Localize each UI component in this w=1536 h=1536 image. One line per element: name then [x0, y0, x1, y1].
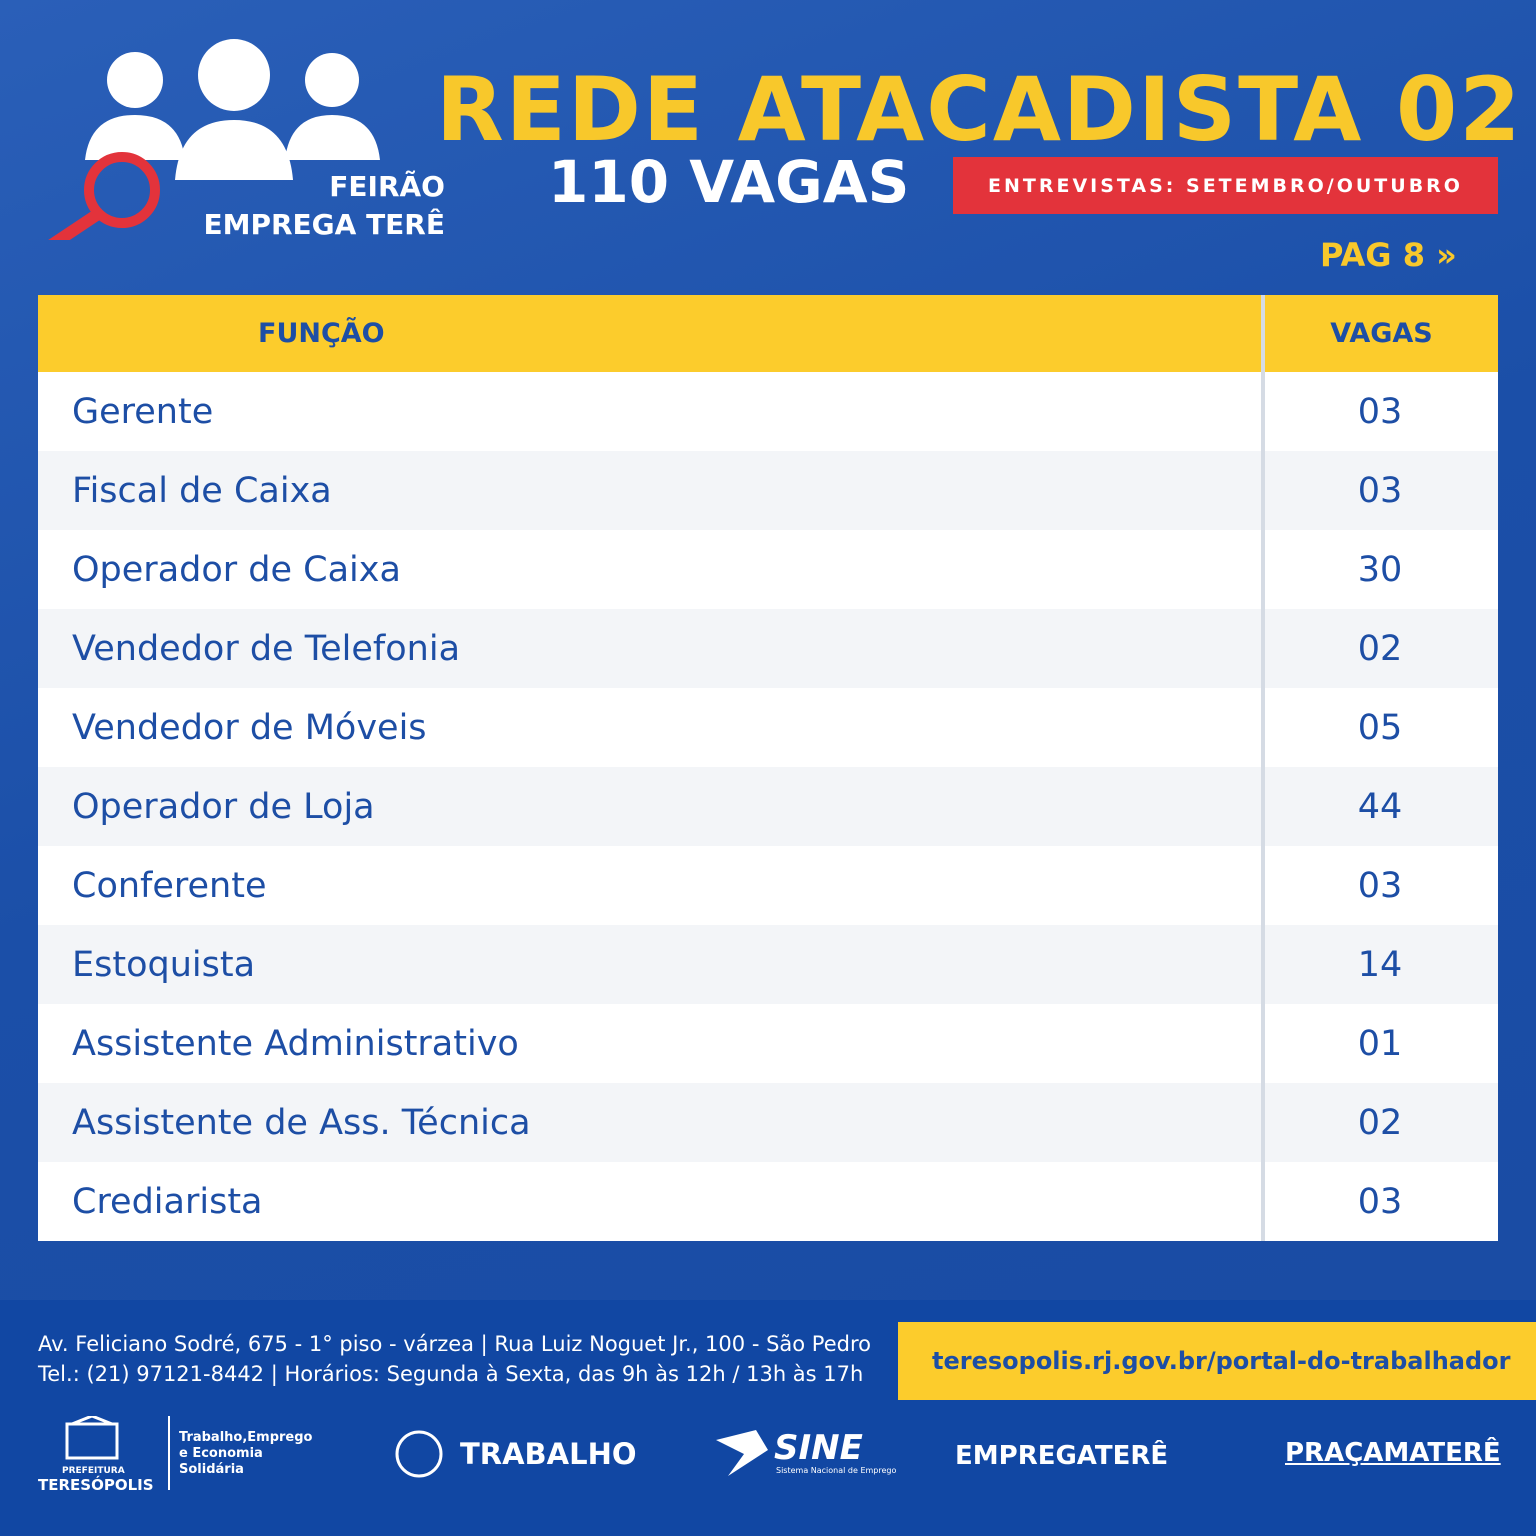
function-cell: Operador de Loja [72, 786, 375, 827]
table-row: Operador de Loja 44 [38, 767, 1498, 846]
function-cell: Conferente [72, 865, 267, 906]
vacancies-cell: 03 [1357, 470, 1403, 511]
vacancies-cell: 03 [1357, 391, 1403, 432]
logo-text: SINE [774, 1428, 863, 1468]
table-row: Conferente 03 [38, 846, 1498, 925]
vacancies-cell: 02 [1357, 1102, 1403, 1143]
function-cell: Operador de Caixa [72, 549, 401, 590]
table-row: Vendedor de Telefonia 02 [38, 609, 1498, 688]
function-cell: Crediarista [72, 1181, 263, 1222]
logo-text: TRABALHO [460, 1437, 637, 1471]
vacancies-cell: 05 [1357, 707, 1403, 748]
table-row: Assistente Administrativo 01 [38, 1004, 1498, 1083]
title: REDE ATACADISTA 02 [436, 58, 1523, 161]
logo-text: Trabalho,Emprego e Economia Solidária [179, 1430, 313, 1477]
sine-icon [716, 1430, 768, 1476]
logo-text: Sistema Nacional de Emprego [776, 1466, 897, 1475]
table-row: Vendedor de Móveis 05 [38, 688, 1498, 767]
address: Tel.: (21) 97121-8442 | Horários: Segund… [38, 1362, 864, 1386]
column-header: VAGAS [1265, 295, 1498, 372]
vacancies-cell: 02 [1357, 628, 1403, 669]
vacancies-cell: 01 [1357, 1023, 1403, 1064]
function-cell: Vendedor de Telefonia [72, 628, 461, 669]
subtitle: 110 VAGAS [548, 148, 910, 216]
logo-text: FEIRÃO [329, 170, 445, 203]
badge: ENTREVISTAS: SETEMBRO/OUTUBRO [953, 157, 1498, 214]
function-cell: Assistente de Ass. Técnica [72, 1102, 531, 1143]
table-row: Assistente de Ass. Técnica 02 [38, 1083, 1498, 1162]
logo-text: PREFEITURA [62, 1466, 125, 1476]
emblem [395, 1430, 443, 1478]
vacancies-cell: 44 [1357, 786, 1403, 827]
vacancies-cell: 30 [1357, 549, 1403, 590]
table-row: Crediarista 03 [38, 1162, 1498, 1241]
vacancies-cell: 03 [1357, 865, 1403, 906]
function-cell: Estoquista [72, 944, 256, 985]
table-row: Fiscal de Caixa 03 [38, 451, 1498, 530]
function-cell: Gerente [72, 391, 214, 432]
column-header: FUNÇÃO [38, 295, 1261, 372]
logo-text: EMPREGA TERÊ [203, 208, 445, 241]
logo-text: TERESÓPOLIS [38, 1476, 154, 1494]
function-cell: Assistente Administrativo [72, 1023, 519, 1064]
separator [168, 1416, 170, 1490]
logo-text: PRAÇAMATERÊ [1285, 1438, 1501, 1468]
function-cell: Vendedor de Móveis [72, 707, 427, 748]
vacancies-cell: 14 [1357, 944, 1403, 985]
vacancies-cell: 03 [1357, 1181, 1403, 1222]
function-cell: Fiscal de Caixa [72, 470, 332, 511]
page-label: PAG 8 » [1320, 236, 1457, 274]
column-divider [1261, 295, 1265, 1241]
table-row: Gerente 03 [38, 372, 1498, 451]
table-row: Operador de Caixa 30 [38, 530, 1498, 609]
logo-icon [48, 39, 380, 240]
crest [65, 1416, 119, 1460]
address: Av. Feliciano Sodré, 675 - 1° piso - vár… [38, 1332, 871, 1356]
url[interactable]: teresopolis.rj.gov.br/portal-do-trabalha… [898, 1322, 1536, 1400]
table: FUNÇÃO VAGAS Gerente 03 Fiscal de Caixa 03 O… [38, 295, 1498, 1241]
table-row: Estoquista 14 [38, 925, 1498, 1004]
logo-text: EMPREGATERÊ [955, 1441, 1169, 1471]
